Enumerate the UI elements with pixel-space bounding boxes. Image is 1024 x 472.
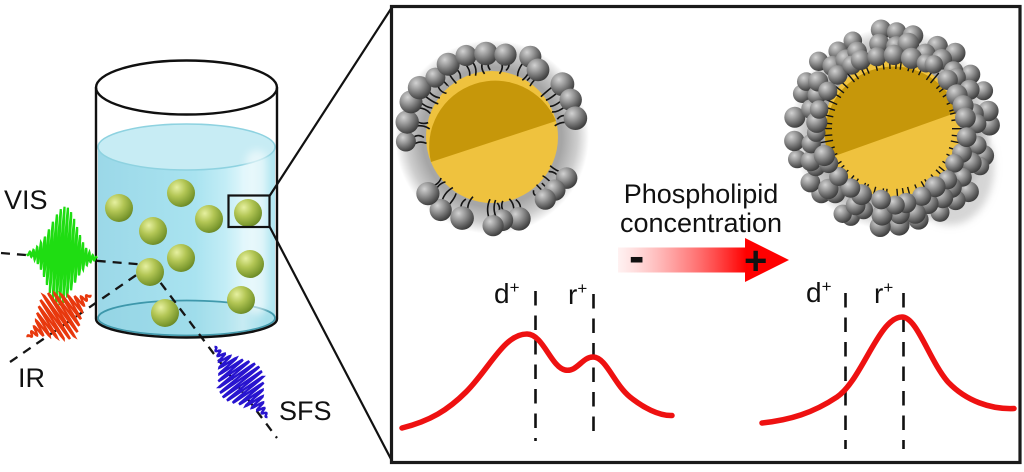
arrow-title-line2: concentration xyxy=(620,208,782,238)
ir-beam-label: IR xyxy=(18,363,45,393)
r-plus-label: r+ xyxy=(568,279,587,310)
olive-particle xyxy=(139,217,167,245)
lipid-head xyxy=(534,188,556,210)
spectrum-curve xyxy=(759,314,1017,426)
olive-particle xyxy=(136,258,164,286)
lipid-head xyxy=(416,182,440,206)
lipid-head xyxy=(867,47,887,67)
olive-particle xyxy=(105,194,133,222)
lipid-head xyxy=(494,43,517,66)
lipid-shell-sparse xyxy=(395,41,588,237)
lipid-head xyxy=(474,41,498,66)
lipid-head xyxy=(507,207,531,231)
d-plus-label: d+ xyxy=(806,277,832,308)
lipid-head xyxy=(429,198,452,222)
lipid-head xyxy=(800,172,821,193)
vis-wave-packet xyxy=(26,206,98,306)
lipid-head xyxy=(850,50,871,70)
spectrum-low-concentration: d+ r+ xyxy=(399,278,675,441)
lipid-head xyxy=(455,44,477,67)
lipid-head xyxy=(482,215,504,237)
droplet-high-coverage xyxy=(784,19,1000,237)
nanodroplet-particles xyxy=(105,179,264,327)
water-body xyxy=(98,147,275,336)
zoom-callout xyxy=(227,7,393,462)
olive-particle xyxy=(167,244,195,272)
beaker-top-rim xyxy=(94,59,279,116)
olive-particle xyxy=(167,179,195,207)
lipid-head xyxy=(784,130,805,152)
beaker-outline xyxy=(94,87,279,339)
callout-connector-bottom xyxy=(268,225,393,462)
arrow-title-line1: Phospholipid xyxy=(624,179,779,209)
laser-wave-packets xyxy=(26,206,268,419)
lipid-head xyxy=(955,107,976,129)
vis-beam-label: VIS xyxy=(4,185,48,215)
lipid-head xyxy=(818,81,838,101)
lipid-head xyxy=(813,144,835,167)
olive-particle xyxy=(195,205,223,233)
arrow-minus-sign: - xyxy=(629,230,644,282)
water-surface xyxy=(97,123,276,171)
sample-beaker xyxy=(0,59,279,439)
olive-particle xyxy=(151,299,179,327)
arrow-plus-sign: + xyxy=(744,239,767,283)
lipid-head xyxy=(395,131,416,152)
lipid-head xyxy=(436,52,460,76)
callout-connector-top xyxy=(268,7,393,197)
spectrum-curve xyxy=(399,331,675,431)
lipid-head xyxy=(945,154,964,173)
lipid-shell-dense xyxy=(784,19,1000,237)
lipid-head xyxy=(883,44,905,66)
lipid-head xyxy=(395,110,419,134)
lipid-tail xyxy=(929,72,940,84)
zoom-box xyxy=(227,194,271,229)
lipid-head xyxy=(828,65,848,85)
lipid-head xyxy=(871,189,891,210)
lipid-head xyxy=(563,106,588,130)
ir-wave-packet xyxy=(26,289,92,343)
lipid-head xyxy=(559,88,582,111)
lipid-head xyxy=(937,69,958,90)
lipid-head xyxy=(784,106,806,128)
droplet-low-coverage xyxy=(395,40,589,237)
lipid-tail xyxy=(820,139,834,144)
droplet-core-dark xyxy=(429,80,556,162)
lipid-head xyxy=(407,76,432,100)
lipid-head xyxy=(956,127,977,147)
lipid-head xyxy=(924,55,943,74)
lipid-head xyxy=(829,167,849,186)
sfs-beam-label: SFS xyxy=(279,396,332,426)
olive-particle xyxy=(234,199,262,227)
olive-particle xyxy=(236,250,264,278)
d-plus-label: d+ xyxy=(494,278,520,309)
lipid-head xyxy=(526,58,550,82)
r-plus-label: r+ xyxy=(874,278,893,309)
vis-beam-line xyxy=(0,251,149,267)
droplet-core-dark xyxy=(825,66,958,158)
sfs-wave-packet xyxy=(214,345,268,419)
olive-particle xyxy=(227,286,255,314)
lipid-head xyxy=(912,186,932,206)
concentration-arrow xyxy=(618,238,789,282)
lipid-head xyxy=(840,178,861,198)
sfs-beam-line xyxy=(150,269,278,439)
lipid-head xyxy=(450,206,474,230)
spectrum-high-concentration: d+ r+ xyxy=(759,277,1017,449)
lipid-head xyxy=(809,100,829,119)
